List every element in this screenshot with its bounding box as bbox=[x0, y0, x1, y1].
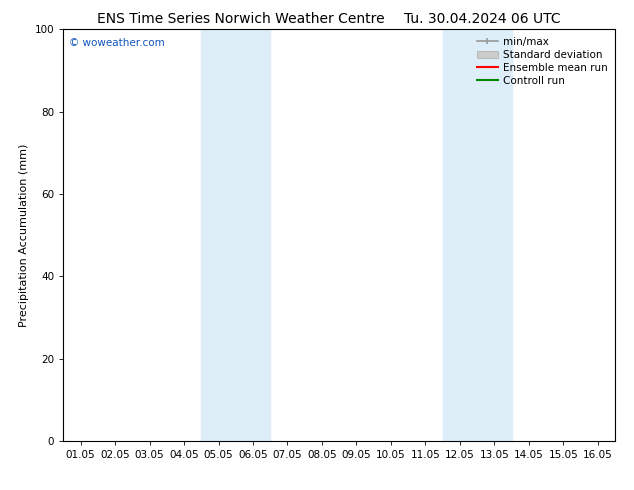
Legend: min/max, Standard deviation, Ensemble mean run, Controll run: min/max, Standard deviation, Ensemble me… bbox=[473, 32, 612, 90]
Bar bbox=[236, 29, 270, 441]
Text: © woweather.com: © woweather.com bbox=[69, 38, 165, 48]
Text: ENS Time Series Norwich Weather Centre: ENS Time Series Norwich Weather Centre bbox=[97, 12, 385, 26]
Bar bbox=[202, 29, 236, 441]
Bar bbox=[443, 29, 477, 441]
Y-axis label: Precipitation Accumulation (mm): Precipitation Accumulation (mm) bbox=[19, 144, 29, 327]
Text: Tu. 30.04.2024 06 UTC: Tu. 30.04.2024 06 UTC bbox=[403, 12, 560, 26]
Bar bbox=[477, 29, 512, 441]
